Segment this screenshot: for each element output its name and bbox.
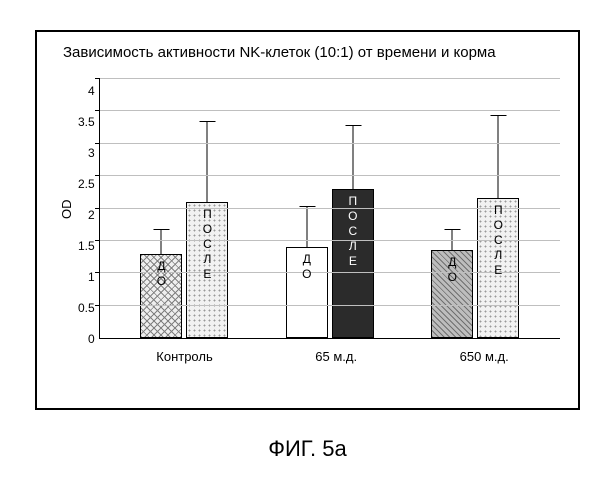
bar-before: ДО xyxy=(140,254,182,339)
plot-wrap: OD 43.532.521.510.50 ДОПОСЛЕДОПОСЛЕДОПОС… xyxy=(55,79,560,339)
plot-area: ДО ПОСЛЕ ДО ПОСЛЕ ДО ПОСЛЕ xyxy=(99,79,560,339)
y-tick-mark xyxy=(95,305,100,306)
gridline xyxy=(100,305,560,306)
bar-after: ПОСЛЕ xyxy=(477,198,519,338)
y-axis-label: OD xyxy=(55,79,78,339)
y-tick-label: 2 xyxy=(88,209,95,221)
y-tick-mark xyxy=(95,208,100,209)
error-bar xyxy=(498,115,499,200)
y-tick-label: 1.5 xyxy=(78,240,95,252)
gridline xyxy=(100,78,560,79)
bar-inner-label: ПОСЛЕ xyxy=(491,199,505,278)
y-tick-mark xyxy=(95,143,100,144)
error-bar xyxy=(352,125,353,190)
x-tick-label: Контроль xyxy=(156,349,212,364)
bar-inner-label: ПОСЛЕ xyxy=(200,203,214,282)
bar-inner-label: ДО xyxy=(154,255,168,289)
y-tick-mark xyxy=(95,240,100,241)
bar-inner-label: ДО xyxy=(445,251,459,285)
error-bar xyxy=(306,206,307,248)
error-bar xyxy=(161,229,162,255)
y-tick-label: 2.5 xyxy=(78,178,95,190)
bar-group: ДО ПОСЛЕ xyxy=(286,189,374,339)
gridline xyxy=(100,143,560,144)
y-tick-mark xyxy=(95,272,100,273)
chart-title: Зависимость активности NK-клеток (10:1) … xyxy=(55,44,560,61)
y-tick-mark xyxy=(95,110,100,111)
y-tick-label: 3 xyxy=(88,147,95,159)
x-tick-label: 650 м.д. xyxy=(460,349,509,364)
bar-before: ДО xyxy=(431,250,473,338)
y-tick-label: 3.5 xyxy=(78,116,95,128)
bar-before: ДО xyxy=(286,247,328,338)
chart-frame: Зависимость активности NK-клеток (10:1) … xyxy=(35,30,580,410)
bar-inner-label: ДО xyxy=(300,248,314,282)
y-tick-label: 0 xyxy=(88,333,95,345)
y-tick-label: 1 xyxy=(88,271,95,283)
bar-group: ДО ПОСЛЕ xyxy=(431,198,519,338)
figure-caption: ФИГ. 5a xyxy=(35,436,580,462)
bar-groups: ДО ПОСЛЕ ДО ПОСЛЕ ДО ПОСЛЕ xyxy=(100,79,560,338)
y-tick-mark xyxy=(95,78,100,79)
bar-after: ПОСЛЕ xyxy=(186,202,228,339)
gridline xyxy=(100,175,560,176)
x-tick-label: 65 м.д. xyxy=(315,349,357,364)
x-axis-labels: Контроль 65 м.д. 650 м.д. xyxy=(55,349,560,364)
y-tick-mark xyxy=(95,175,100,176)
gridline xyxy=(100,110,560,111)
bar-after: ПОСЛЕ xyxy=(332,189,374,339)
y-tick-label: 0.5 xyxy=(78,302,95,314)
bar-inner-label: ПОСЛЕ xyxy=(346,190,360,269)
y-tick-label: 4 xyxy=(88,85,95,97)
error-bar xyxy=(207,121,208,202)
y-axis-ticks: 43.532.521.510.50 xyxy=(78,79,99,339)
bar-group: ДО ПОСЛЕ xyxy=(140,202,228,339)
